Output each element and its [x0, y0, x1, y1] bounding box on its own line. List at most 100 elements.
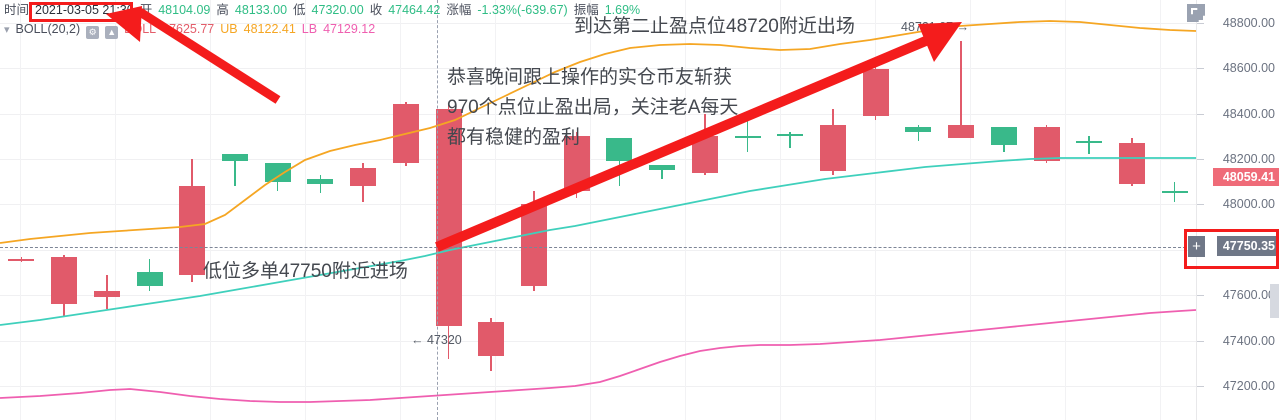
change-value: -1.33%(-639.67) [477, 3, 568, 17]
zoom-in-button[interactable]: + [1188, 236, 1205, 257]
candle-wick [746, 113, 749, 153]
high-value: 48133.00 [234, 3, 288, 17]
price-tick-mark [1197, 68, 1204, 70]
candle-wick [618, 138, 621, 187]
candle-body [179, 186, 206, 275]
gridline [495, 0, 496, 420]
candle-wick [1088, 136, 1090, 155]
time-label: 时间 [4, 3, 30, 17]
open-value: 48104.09 [158, 3, 211, 17]
candle-wick [234, 154, 236, 187]
gridline [305, 0, 306, 420]
candle-body [948, 124, 975, 139]
gridline [1160, 0, 1161, 420]
annotation-congrats-line2: 970个点位止盈出局，关注老A每天 [447, 97, 739, 118]
gridline [115, 0, 116, 420]
ohlc-row: 时间 2021-03-05 21:30 开 48104.09 高 48133.00 低 473… [4, 2, 646, 19]
gridline [875, 0, 876, 420]
gridline [0, 204, 1196, 206]
candle-body [1161, 190, 1188, 193]
gridline [0, 158, 1196, 160]
price-tick-mark [1197, 113, 1204, 115]
price-tick-label: 48400.00 [1222, 106, 1275, 121]
annotation-congrats-line1: 恭喜晚间跟上操作的实仓币友斩获 [447, 67, 733, 88]
chevron-down-icon[interactable]: ▾ [4, 24, 10, 36]
boll-upper-label: UB [220, 22, 238, 36]
price-tick-mark [1197, 22, 1204, 24]
axis-scroll-handle[interactable] [1270, 284, 1279, 318]
candle-body [734, 136, 761, 139]
indicator-row: ▾BOLL(20,2)⚙▲BOLL47625.77UB48122.41LB471… [4, 21, 381, 39]
crosshair-horizontal [0, 247, 1196, 248]
fullscreen-icon[interactable] [1187, 4, 1205, 22]
price-tick-label: 48800.00 [1222, 15, 1275, 30]
gridline [0, 385, 1196, 387]
price-tick-label: 48200.00 [1222, 151, 1275, 166]
candle-body [777, 133, 804, 137]
low-label: 低 [293, 3, 306, 17]
candle-body [307, 179, 334, 184]
candle-body [905, 127, 932, 132]
highlight-box-time [29, 2, 133, 22]
candle-body [606, 138, 633, 162]
gridline [0, 22, 1196, 24]
price-tick-label: 47600.00 [1222, 288, 1275, 303]
gridline [0, 113, 1196, 115]
change-label: 涨幅 [446, 3, 472, 17]
annotation-congrats-line3: 都有稳健的盈利 [447, 127, 581, 148]
eye-icon[interactable]: ▲ [105, 26, 119, 39]
gridline [0, 68, 1196, 70]
boll-lower-label: LB [301, 22, 318, 36]
gridline [685, 0, 686, 420]
candle-body [93, 290, 120, 298]
crosshair-price-tag: 47750.35 [1216, 236, 1279, 256]
candle-body [51, 256, 78, 305]
low-price-marker: ← 47320 [411, 333, 462, 347]
boll-lower-line [0, 309, 1196, 403]
boll-upper-value: 48122.41 [243, 22, 296, 36]
price-tick-mark [1197, 295, 1204, 297]
amplitude-label: 振幅 [573, 3, 599, 17]
price-tick-mark [1197, 385, 1204, 387]
candle-body [136, 272, 163, 287]
price-tick-label: 48000.00 [1222, 197, 1275, 212]
gridline [400, 0, 401, 420]
gridline [1065, 0, 1066, 420]
price-tick-label: 48600.00 [1222, 61, 1275, 76]
candle-body [819, 124, 846, 172]
gridline [780, 0, 781, 420]
gear-icon[interactable]: ⚙ [86, 26, 100, 39]
low-value: 47320.00 [311, 3, 364, 17]
last-price-tag: 48059.41 [1212, 168, 1279, 186]
candle-wick [917, 124, 920, 141]
candle-body [520, 204, 547, 287]
boll-upper-line [0, 20, 1196, 244]
candle-body [649, 164, 676, 171]
indicator-name[interactable]: BOLL(20,2) [15, 22, 81, 36]
amplitude-value: 1.69% [604, 3, 641, 17]
gridline [0, 295, 1196, 297]
candle-body [862, 69, 889, 116]
candle-body [264, 163, 291, 182]
boll-lower-value: 47129.12 [323, 22, 376, 36]
candle-body [8, 258, 35, 261]
candle-body [1118, 143, 1145, 184]
candle-wick [960, 40, 962, 137]
price-tick-mark [1197, 340, 1204, 342]
price-tick-mark [1197, 158, 1204, 160]
candle-wick [319, 174, 322, 193]
indicator-lines [0, 20, 1196, 403]
price-axis[interactable]: 48800.00 48600.00 48400.00 48200.00 48000.00… [1196, 0, 1279, 420]
highlight-box-price [1184, 229, 1279, 269]
candle-body [221, 154, 248, 162]
plot-area[interactable]: 到达第二止盈点位48720附近出场 恭喜晚间跟上操作的实仓币友斩获 970个点位… [0, 0, 1196, 420]
close-value: 47464.42 [388, 3, 441, 17]
gridline [970, 0, 971, 420]
candle-wick [789, 131, 791, 148]
gridline [0, 249, 1196, 251]
candle-body [478, 322, 505, 357]
close-label: 收 [369, 3, 383, 17]
price-tick-label: 47400.00 [1222, 333, 1275, 348]
